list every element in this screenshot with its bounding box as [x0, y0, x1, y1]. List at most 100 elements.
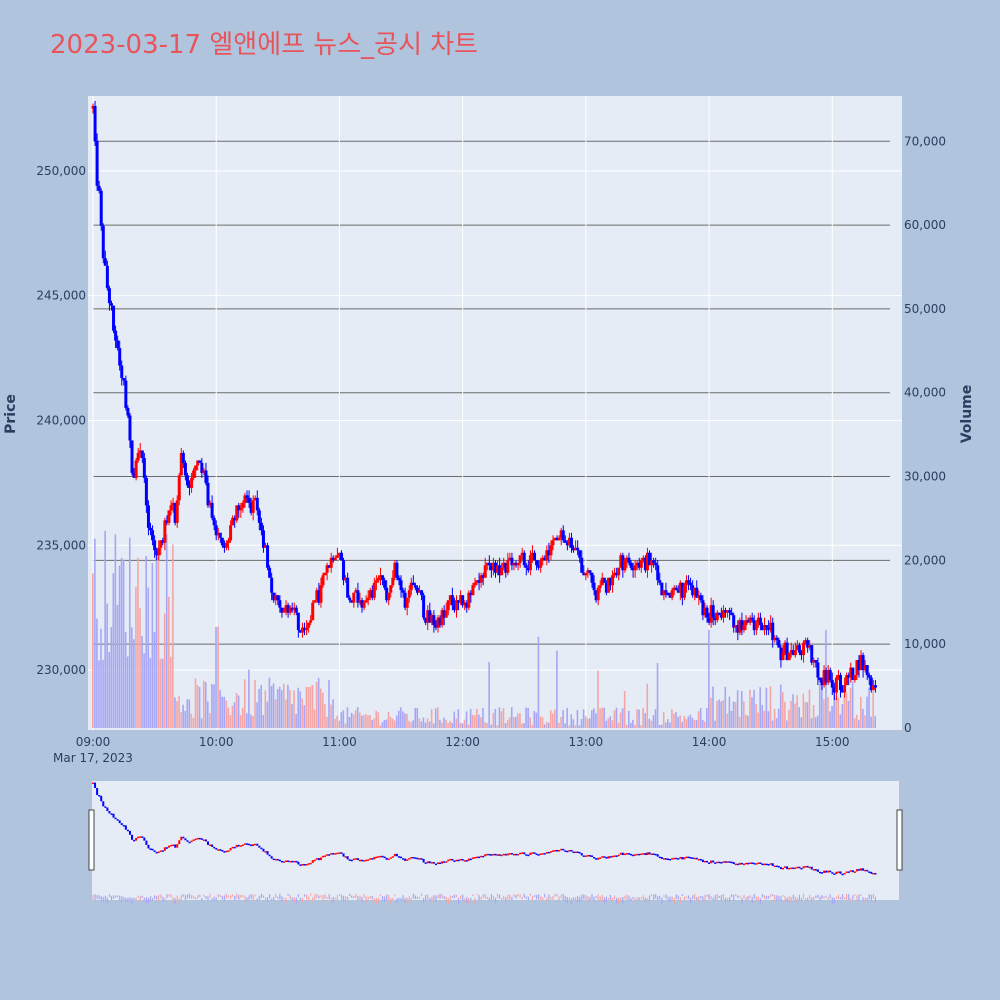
- rangeslider-volume-bar: [439, 893, 441, 899]
- rangeslider-candle: [677, 858, 680, 860]
- candle-body: [354, 590, 358, 593]
- rangeslider-volume-bar: [156, 896, 158, 900]
- rangeslider-candle: [545, 851, 548, 854]
- candle-body: [707, 617, 711, 623]
- volume-bar: [784, 701, 786, 728]
- rangeslider-volume-bar: [648, 895, 651, 902]
- rangeslider-volume-bar: [252, 894, 254, 902]
- volume-bar: [621, 708, 624, 728]
- rangeslider-candle: [740, 862, 743, 865]
- rangeslider-candle: [391, 856, 394, 858]
- volume-bar: [874, 716, 877, 728]
- rangeslider-candle: [539, 853, 542, 855]
- rangeslider-volume-bar: [145, 897, 147, 903]
- rangeslider-candle: [453, 860, 456, 863]
- rangeslider-candle: [293, 860, 296, 863]
- y2-tick-label: 40,000: [904, 386, 946, 400]
- candle-body: [452, 605, 456, 611]
- rangeslider-volume-bar: [616, 897, 618, 904]
- candle-body: [261, 530, 265, 548]
- volume-bar: [363, 715, 365, 728]
- volume-bar: [749, 689, 751, 728]
- rangeslider-volume-bar: [287, 893, 289, 896]
- rangeslider-handle-right[interactable]: [896, 809, 903, 871]
- rangeslider-volume-bar: [667, 896, 669, 901]
- rangeslider-volume-bar: [655, 894, 657, 899]
- rangeslider-candle: [554, 849, 557, 852]
- candle-body: [623, 560, 627, 571]
- candle-body: [777, 640, 781, 648]
- rangeslider-candle: [591, 855, 594, 858]
- rangeslider-candle: [383, 856, 386, 859]
- candle-body: [787, 652, 791, 661]
- rangeslider-volume-bar: [269, 894, 271, 899]
- rangeslider-candle: [377, 856, 380, 858]
- rangeslider-candle: [471, 857, 474, 859]
- rangeslider-volume-bar: [260, 893, 262, 899]
- candle-body: [736, 625, 740, 633]
- rangeslider-candle: [782, 867, 784, 870]
- rangeslider-candle: [449, 858, 452, 861]
- rangeslider-volume-bar: [614, 895, 616, 900]
- candle-body: [822, 670, 826, 686]
- volume-bar: [124, 631, 127, 728]
- volume-bar: [671, 709, 673, 728]
- rangeslider-volume-bar: [535, 895, 538, 900]
- candle-body: [660, 582, 664, 596]
- rangeslider-candle: [188, 841, 191, 844]
- rangeslider-candle: [843, 872, 846, 875]
- candle-body: [105, 265, 109, 289]
- rangeslider-candle: [159, 850, 162, 852]
- rangeslider-volume-bar: [256, 898, 258, 902]
- rangeslider-candle: [260, 847, 263, 850]
- volume-bar: [332, 699, 334, 728]
- volume-bar: [262, 714, 265, 728]
- candle-body: [533, 552, 537, 561]
- rangeslider-volume-bar: [92, 895, 94, 900]
- volume-bar: [437, 707, 439, 728]
- candle-body: [789, 650, 793, 653]
- rangeslider-volume-bar: [579, 896, 581, 903]
- candle-body: [138, 450, 142, 453]
- rangeslider-volume-bar: [301, 897, 304, 903]
- rangeslider-candle: [810, 866, 813, 870]
- volume-bar: [496, 725, 499, 728]
- volume-bar: [816, 715, 819, 728]
- rangeslider-candle: [648, 852, 651, 855]
- volume-bar: [584, 716, 587, 728]
- rangeslider-volume-bar: [158, 894, 160, 902]
- rangeslider-candle: [687, 856, 690, 859]
- volume-bar: [416, 707, 419, 728]
- volume-bar: [646, 683, 649, 728]
- volume-bar: [851, 681, 854, 728]
- rangeslider-handle-left[interactable]: [88, 809, 95, 871]
- rangeslider-candle: [287, 860, 290, 863]
- candle-body: [791, 650, 795, 656]
- rangeslider-volume-bar: [825, 895, 827, 898]
- volume-bar: [307, 687, 310, 728]
- rangeslider-volume-bar: [347, 896, 349, 900]
- chart-title: 2023-03-17 엘앤에프 뉴스_공시 차트: [50, 30, 479, 60]
- volume-bar: [182, 704, 184, 728]
- volume-bar: [188, 699, 191, 728]
- candle-body: [383, 580, 387, 588]
- x-tick-label: 09:00: [76, 735, 111, 749]
- volume-bar: [554, 709, 556, 728]
- volume-bar: [221, 696, 223, 728]
- rangeslider-volume-bar: [379, 894, 382, 897]
- volume-bar: [642, 708, 644, 728]
- candle-body: [101, 225, 105, 259]
- rangeslider-candle: [490, 854, 493, 856]
- rangeslider-volume-bar: [574, 897, 577, 903]
- rangeslider-candle: [529, 852, 532, 856]
- volume-bar: [480, 717, 482, 728]
- x-tick-label: 14:00: [692, 735, 727, 749]
- candle-body: [547, 550, 551, 556]
- rangeslider-candle: [560, 848, 563, 851]
- rangeslider-background[interactable]: [92, 781, 899, 900]
- volume-bar: [521, 723, 523, 728]
- volume-bar: [272, 683, 275, 728]
- rangeslider-volume-bar: [778, 895, 780, 901]
- candle-body: [305, 627, 309, 631]
- volume-bar: [225, 700, 228, 728]
